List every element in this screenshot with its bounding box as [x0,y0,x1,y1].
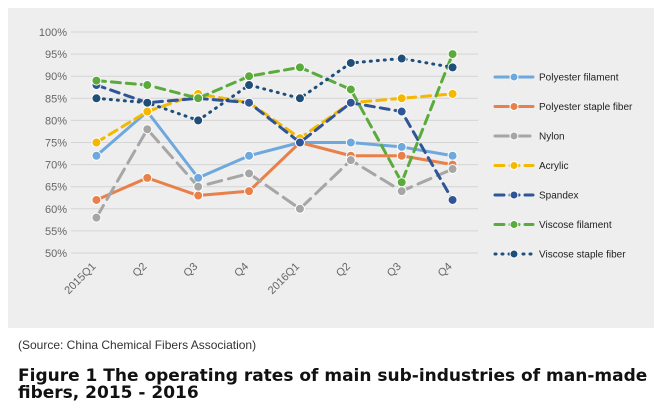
data-point [91,93,102,104]
y-tick-label: 80% [45,115,67,127]
x-tick-label: Q4 [232,261,251,280]
legend-label: Acrylic [539,161,568,172]
data-point [193,115,204,126]
y-tick-label: 75% [45,138,67,150]
legend-label: Polyester filament [539,73,619,84]
x-tick-label: Q3 [181,261,200,280]
legend-label: Polyester staple fiber [539,102,633,113]
data-point [294,203,305,214]
legend: Polyester filament Polyester staple fiber… [493,72,633,261]
data-point [244,97,255,108]
data-point [142,172,153,183]
data-point [447,49,458,60]
y-axis-tick-labels: 50% 55% 60% 65% 70% 75% 80% 85% 90% 95% 100% [39,27,67,260]
data-point [142,97,153,108]
x-tick-label: Q2 [131,261,150,280]
data-point [396,53,407,64]
data-point [91,75,102,86]
data-point [396,106,407,117]
data-point [345,137,356,148]
data-point [91,194,102,205]
series-line [94,52,455,184]
x-axis-tick-labels: 2015Q1 Q2 Q3 Q4 2016Q1 Q2 Q3 Q4 [62,261,454,297]
y-tick-label: 100% [39,27,67,39]
legend-swatch-marker [509,220,519,229]
data-point [193,93,204,104]
series-polyester-staple-fiber [91,137,458,205]
data-point [396,93,407,104]
line-chart: 50% 55% 60% 65% 70% 75% 80% 85% 90% 95% 100% 2015Q… [39,27,633,297]
series-line [94,83,455,202]
series-line [94,127,455,220]
chart-panel: 50% 55% 60% 65% 70% 75% 80% 85% 90% 95% 100% 2015Q… [8,8,654,328]
data-point [396,141,407,152]
legend-swatch-marker [509,131,519,141]
figure-caption: Figure 1 The operating rates of main sub… [18,366,648,403]
data-point [244,168,255,179]
y-tick-label: 65% [45,182,67,194]
legend-swatch-marker [509,190,519,200]
data-point [447,150,458,161]
legend-label: Spandex [539,191,578,202]
y-tick-label: 95% [45,49,67,61]
data-point [447,62,458,73]
legend-label: Nylon [539,132,565,143]
data-point [294,93,305,104]
series-line [94,92,455,144]
y-tick-label: 90% [45,71,67,83]
legend-swatch-marker [509,102,519,111]
data-point [396,186,407,197]
legend-label: Viscose staple fiber [539,250,626,261]
legend-swatch-marker [509,249,519,259]
data-point [193,190,204,201]
data-point [244,150,255,161]
data-point [193,181,204,192]
data-point [142,106,153,117]
data-point [91,137,102,148]
data-point [244,71,255,82]
data-point [244,186,255,197]
y-tick-label: 85% [45,93,67,105]
x-tick-label: 2015Q1 [62,261,98,297]
series-nylon [91,124,458,223]
y-tick-label: 70% [45,160,67,172]
x-tick-label: Q4 [436,261,455,280]
legend-swatch-marker [509,161,519,170]
data-point [91,150,102,161]
data-point [447,194,458,205]
data-point [345,57,356,68]
data-point [447,88,458,99]
data-point [396,150,407,161]
data-point [142,124,153,135]
series-viscose-filament [91,49,458,188]
series-line [94,57,455,122]
data-point [447,164,458,175]
data-point [294,62,305,73]
data-point [294,137,305,148]
legend-label: Viscose filament [539,220,612,231]
y-tick-label: 55% [45,226,67,238]
x-tick-label: Q3 [385,261,404,280]
series-viscose-staple-fiber [91,53,458,126]
series-line [94,141,455,202]
series-line [94,110,455,180]
data-point [396,177,407,188]
legend-swatch-marker [509,72,519,82]
y-tick-label: 50% [45,248,67,260]
data-point [345,84,356,95]
data-point [91,212,102,223]
data-point [345,97,356,108]
x-tick-label: Q2 [334,261,353,280]
data-point [142,80,153,91]
data-point [244,80,255,91]
data-point [345,155,356,166]
source-note: (Source: China Chemical Fibers Associati… [18,338,257,352]
series-lines [91,49,458,223]
y-tick-label: 60% [45,204,67,216]
series-polyester-filament [91,106,458,183]
x-tick-label: 2016Q1 [266,261,302,297]
